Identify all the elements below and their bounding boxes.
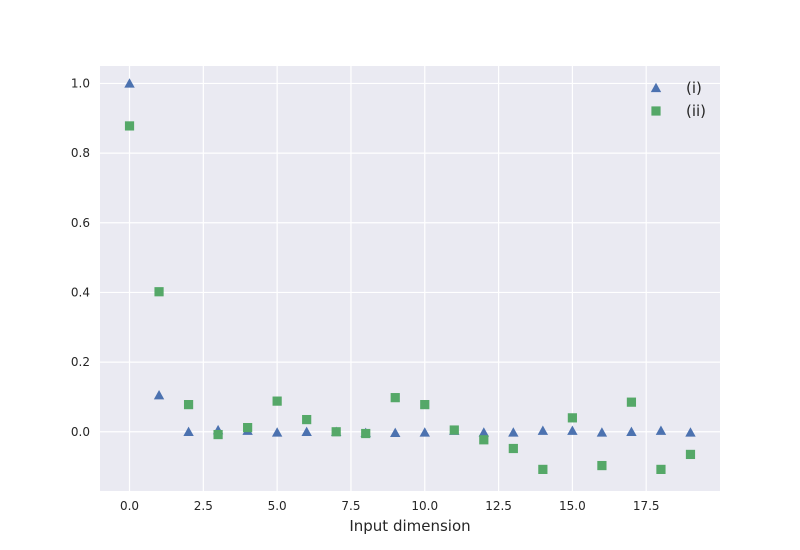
series-i-point [626, 426, 637, 436]
legend-marker-2 [651, 106, 661, 116]
x-tick-label: 0.0 [120, 499, 139, 513]
y-tick-label: 1.0 [71, 76, 90, 90]
series-ii-point [420, 400, 430, 410]
data-points [124, 78, 696, 475]
y-tick-label: 0.6 [71, 216, 90, 230]
y-tick-label: 0.0 [71, 425, 90, 439]
x-tick-label: 17.5 [633, 499, 660, 513]
series-i-point [596, 427, 608, 437]
x-axis-label: Input dimension [349, 517, 470, 535]
x-tick-label: 7.5 [341, 499, 360, 513]
series-i-point [271, 427, 283, 437]
y-tick-label: 0.8 [71, 146, 90, 160]
series-i-point [567, 425, 578, 435]
series-i-point [419, 427, 430, 437]
series-i-point [685, 427, 696, 437]
series-ii-point [508, 443, 518, 454]
series-ii-point [154, 287, 164, 297]
series-i-point [390, 427, 401, 437]
series-ii-point [626, 397, 637, 407]
series-i-point [301, 426, 312, 436]
grid-lines [100, 66, 720, 491]
y-tick-label: 0.2 [71, 355, 90, 369]
series-ii-point [213, 429, 223, 440]
x-tick-label: 2.5 [194, 499, 213, 513]
series-ii-point [597, 460, 607, 471]
series-i-point [153, 390, 165, 400]
series-ii-point [656, 464, 666, 475]
series-i-point [537, 425, 549, 435]
legend-marker-1 [650, 82, 662, 93]
series-ii-point [243, 422, 253, 433]
series-i-point [124, 78, 135, 88]
series-ii-point [361, 428, 371, 439]
legend-label: (ii) [686, 102, 706, 120]
x-tick-label: 15.0 [559, 499, 586, 513]
series-ii-point [124, 121, 135, 131]
series-ii-point [538, 464, 548, 475]
series-ii-point [183, 400, 194, 410]
series-ii-point [479, 435, 489, 445]
plot-area [100, 66, 720, 491]
series-ii-point [302, 414, 312, 425]
legend-label: (i) [686, 79, 702, 97]
y-tick-label: 0.4 [71, 285, 90, 299]
x-tick-label: 5.0 [268, 499, 287, 513]
series-ii-point [449, 425, 459, 435]
legend: (i) (ii) [650, 79, 706, 120]
series-ii-point [331, 427, 341, 437]
x-tick-label: 10.0 [411, 499, 438, 513]
x-tick-label: 12.5 [485, 499, 512, 513]
series-i-point [183, 426, 194, 436]
series-ii-point [390, 393, 400, 403]
series-i-point [655, 425, 667, 435]
series-ii-point [567, 413, 577, 423]
series-ii-point [685, 449, 696, 460]
series-ii-point [272, 396, 282, 406]
tick-labels: 0.0 2.5 5.0 7.5 10.0 12.5 15.0 17.5 0.0 0.2 0.4 0.6… [71, 76, 660, 513]
series-i-point [508, 427, 519, 437]
series-i-point [478, 427, 490, 437]
